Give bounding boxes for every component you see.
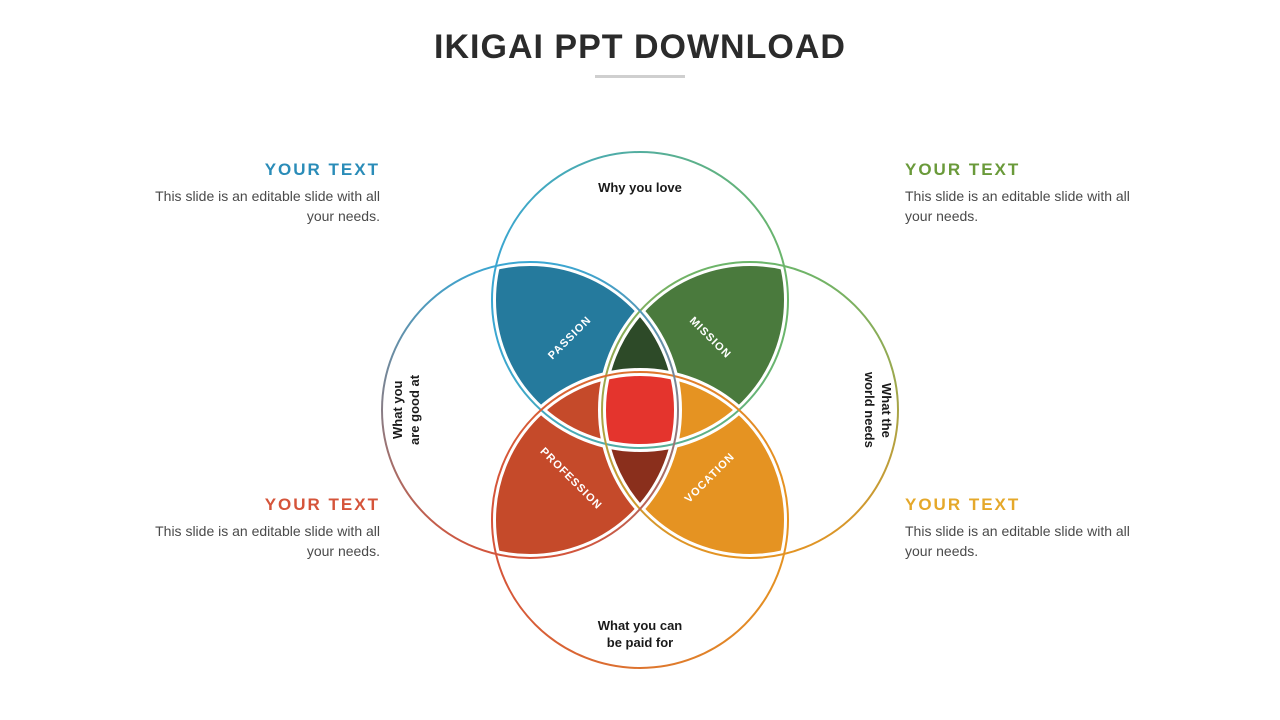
circle-label-bottom: What you canbe paid for (570, 618, 710, 652)
callout-body: This slide is an editable slide with all… (905, 186, 1135, 227)
circle-label-left: What youare good at (390, 355, 424, 465)
callout-body: This slide is an editable slide with all… (150, 186, 380, 227)
callout-head: YOUR TEXT (150, 160, 380, 180)
callout-tl: YOUR TEXT This slide is an editable slid… (150, 160, 380, 227)
circle-label-right: What theworld needs (860, 355, 894, 465)
callout-body: This slide is an editable slide with all… (905, 521, 1135, 562)
callout-br: YOUR TEXT This slide is an editable slid… (905, 495, 1135, 562)
callout-head: YOUR TEXT (150, 495, 380, 515)
callout-bl: YOUR TEXT This slide is an editable slid… (150, 495, 380, 562)
callout-tr: YOUR TEXT This slide is an editable slid… (905, 160, 1135, 227)
callout-head: YOUR TEXT (905, 495, 1135, 515)
circle-label-top: Why you love (570, 180, 710, 197)
callout-head: YOUR TEXT (905, 160, 1135, 180)
ikigai-venn (0, 0, 1280, 720)
callout-body: This slide is an editable slide with all… (150, 521, 380, 562)
